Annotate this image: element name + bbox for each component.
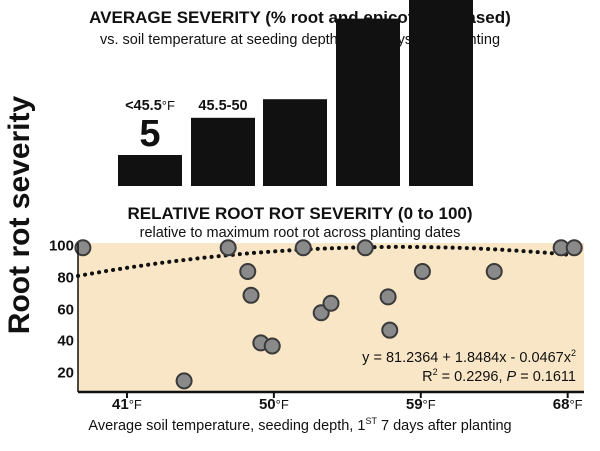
x-axis-label: Average soil temperature, seeding depth,…: [88, 416, 512, 434]
bar-category-label-1: 45.5-50: [198, 98, 248, 114]
data-point-12: [381, 321, 399, 339]
bar-4: [409, 0, 473, 186]
data-point-10: [356, 239, 374, 257]
data-point-9: [322, 294, 340, 312]
regression-equation: y = 81.2364 + 1.8484x - 0.0467x2: [362, 348, 576, 366]
y-tick-label-3: 80: [57, 269, 74, 287]
y-tick-label-4: 100: [48, 237, 74, 255]
data-point-13: [413, 263, 431, 281]
regression-stats: R2 = 0.2296, P = 0.1611: [422, 367, 576, 385]
bar-1: [191, 117, 255, 186]
y-tick-label-1: 40: [57, 332, 74, 350]
bar-series: [118, 0, 473, 186]
data-point-14: [485, 263, 503, 281]
bar-0: [118, 155, 182, 186]
data-point-6: [263, 337, 281, 355]
trendline: [76, 244, 570, 278]
x-tick-label-0: 41°F: [112, 396, 142, 413]
data-point-4: [242, 286, 260, 304]
scatter-title: RELATIVE ROOT ROT SEVERITY (0 to 100): [127, 204, 473, 223]
x-tick-label-1: 50°F: [258, 396, 289, 413]
x-tick-label-2: 59°F: [405, 396, 436, 413]
bar-category-label-0: <45.5°F: [125, 98, 175, 114]
x-tick-label-3: 68°F: [552, 396, 583, 413]
bar-chart-title: AVERAGE SEVERITY (% root and epicotyl di…: [89, 8, 511, 27]
data-point-11: [379, 288, 397, 306]
scatter-subtitle: relative to maximum root rot across plan…: [139, 225, 461, 241]
bar-3: [336, 18, 400, 186]
data-point-0: [74, 239, 92, 257]
scatter-series: [74, 239, 583, 390]
bar-2: [263, 99, 327, 186]
data-point-3: [239, 263, 257, 281]
data-point-1: [175, 372, 193, 390]
data-point-16: [565, 239, 583, 257]
y-tick-label-0: 20: [57, 364, 74, 382]
data-point-2: [219, 239, 237, 257]
y-tick-label-2: 60: [57, 301, 74, 319]
bar-value-label-0: 5: [139, 113, 161, 155]
data-point-7: [294, 239, 312, 257]
